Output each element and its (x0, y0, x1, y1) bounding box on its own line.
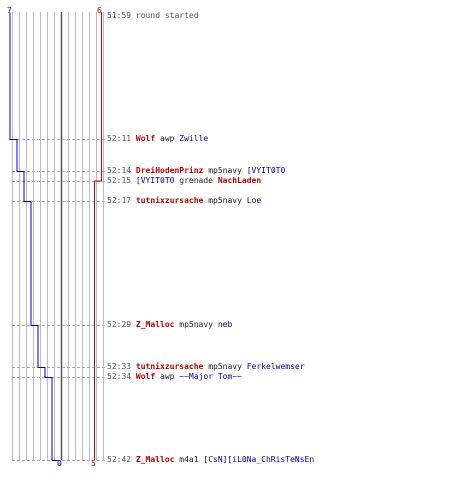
weapon-name: m4a1 (179, 455, 199, 464)
killer-name: Wolf (135, 134, 156, 143)
event-row: 52:33 tutnixzursache mp5navy Ferkelwemse… (107, 362, 305, 372)
blue-team-end-count: 0 (57, 459, 62, 468)
weapon-name: awp (160, 372, 175, 381)
weapon-name: grenade (179, 176, 213, 185)
event-time: 52:14 (107, 166, 132, 175)
killer-name: tutnixzursache (135, 196, 204, 205)
blue-team-line (9, 12, 59, 461)
event-row: 52:14 DreiHodenPrinz mp5navy [VYIT0T0 (107, 166, 285, 176)
victim-name: [CsN][iL0Na_ChRisTeNsEn (203, 455, 315, 464)
killer-name: Wolf (135, 372, 156, 381)
event-row: 52:42 Z_Malloc m4a1 [CsN][iL0Na_ChRisTeN… (107, 455, 314, 465)
weapon-name: mp5navy (208, 166, 242, 175)
event-row-round-start: 51:59 round started (107, 11, 199, 21)
event-row: 52:17 tutnixzursache mp5navy Loe (107, 196, 261, 206)
killer-name: [VYIT0T0 (135, 176, 175, 185)
event-time: 52:15 (107, 176, 132, 185)
event-time: 51:59 (107, 11, 132, 20)
event-time: 52:42 (107, 455, 132, 464)
weapon-name: awp (160, 134, 175, 143)
victim-name: neb (217, 320, 233, 329)
event-time: 52:33 (107, 362, 132, 371)
victim-name: NachLaden (217, 176, 262, 185)
event-time: 52:29 (107, 320, 132, 329)
event-time: 52:17 (107, 196, 132, 205)
victim-name: Zwille (179, 134, 209, 143)
red-team-end-count: 5 (91, 459, 96, 468)
victim-name: Ferkelwemser (246, 362, 305, 371)
killer-name: DreiHodenPrinz (135, 166, 204, 175)
event-row: 52:11 Wolf awp Zwille (107, 134, 208, 144)
weapon-name: mp5navy (179, 320, 213, 329)
event-time: 52:34 (107, 372, 132, 381)
victim-name: ~~Major Tom~~ (179, 372, 242, 381)
killer-name: Z_Malloc (135, 320, 175, 329)
event-message: round started (135, 11, 199, 20)
blue-team-start-count: 7 (7, 6, 12, 15)
weapon-name: mp5navy (208, 196, 242, 205)
killer-name: tutnixzursache (135, 362, 204, 371)
victim-name: [VYIT0T0 (246, 166, 286, 175)
event-row: 52:34 Wolf awp ~~Major Tom~~ (107, 372, 242, 382)
killer-name: Z_Malloc (135, 455, 175, 464)
event-time: 52:11 (107, 134, 132, 143)
red-team-line (94, 12, 102, 460)
victim-name: Loe (246, 196, 262, 205)
event-row: 52:29 Z_Malloc mp5navy neb (107, 320, 232, 330)
weapon-name: mp5navy (208, 362, 242, 371)
red-team-start-count: 6 (97, 6, 102, 15)
event-row: 52:15 [VYIT0T0 grenade NachLaden (107, 176, 261, 186)
